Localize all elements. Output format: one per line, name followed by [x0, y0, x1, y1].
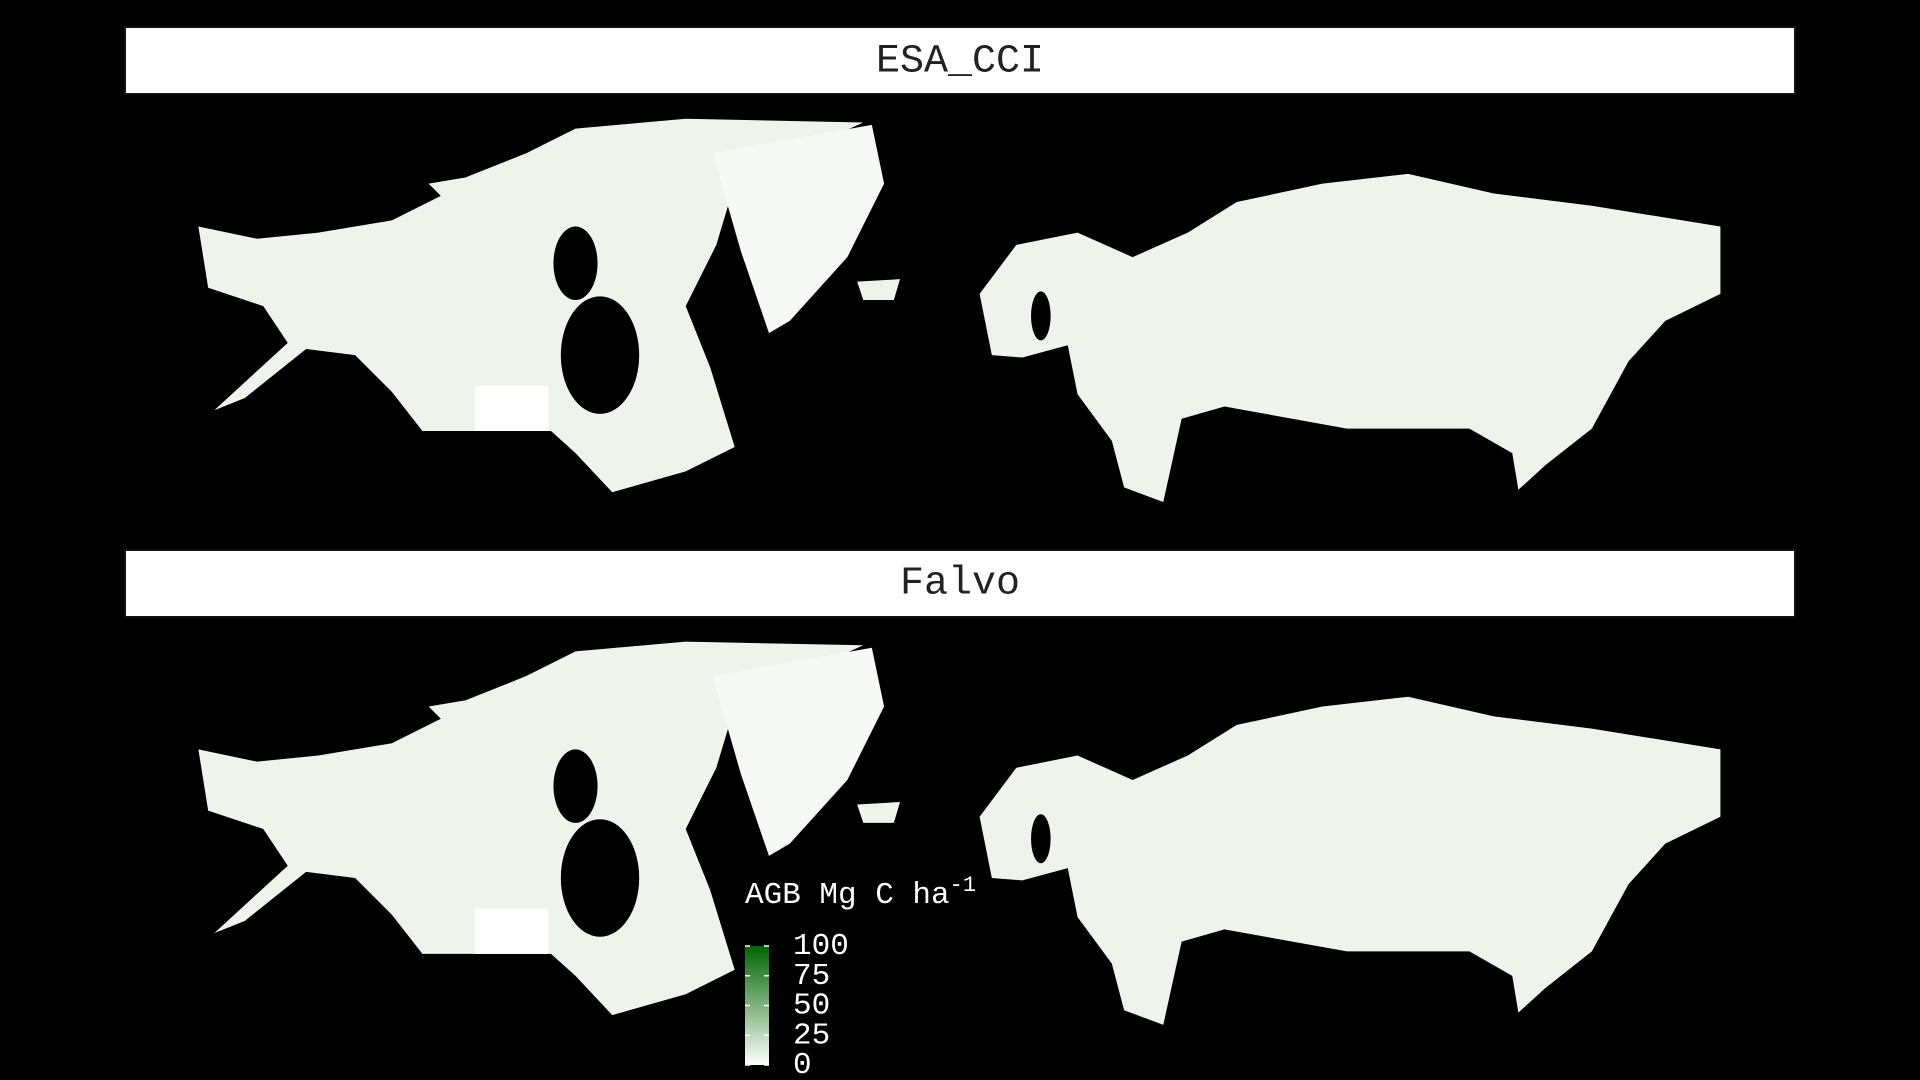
legend-title: AGB Mg C ha-1: [745, 873, 976, 913]
legend-title-superscript: -1: [950, 873, 976, 898]
panel-title: ESA_CCI: [876, 40, 1044, 85]
maps: [198, 118, 1721, 1025]
legend-title-text: AGB Mg C ha: [745, 878, 950, 913]
colorbar-tick-label: 0: [793, 1048, 812, 1080]
map-falvo: [198, 641, 1721, 1025]
panel-title: Falvo: [900, 562, 1020, 607]
colorbar-tick-label: 25: [793, 1018, 830, 1053]
colorbar-tick-label: 50: [793, 989, 830, 1024]
panel-strip: [124, 549, 1796, 618]
colorbar-tick-label: 100: [793, 929, 849, 964]
panel-strip: [124, 26, 1796, 95]
map-esa: [198, 118, 1721, 503]
colorbar-tick-label: 75: [793, 959, 830, 994]
